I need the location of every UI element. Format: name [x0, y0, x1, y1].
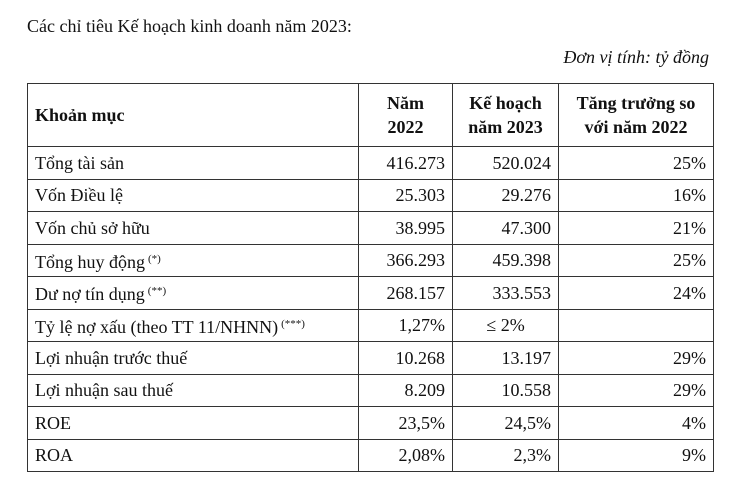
header-cell: Khoản mục [27, 83, 359, 147]
item-label: Vốn chủ sở hữu [35, 217, 150, 238]
value-cell: 2,08% [358, 438, 453, 472]
value-cell: 416.273 [358, 146, 453, 180]
value-cell: 24% [558, 276, 714, 310]
value-cell: 8.209 [358, 373, 453, 407]
footnote-mark: (**) [147, 285, 167, 298]
value-cell: 10.558 [452, 373, 559, 407]
table-row: Dư nợ tín dụng (**) 268.157 333.553 24% [27, 276, 714, 310]
table-row: Vốn chủ sở hữu 38.995 47.300 21% [27, 211, 714, 245]
table-row: Tỷ lệ nợ xấu (theo TT 11/NHNN) (***) 1,27%… [27, 308, 714, 342]
item-label: ROA [35, 445, 74, 466]
value-cell: 366.293 [358, 243, 453, 277]
header-cell: Kế hoạch năm 2023 [452, 83, 559, 147]
header-row: Khoản mục Năm 2022 Kế hoạch năm 2023 Tăng trư… [27, 83, 714, 147]
item-cell: Dư nợ tín dụng (**) [27, 276, 359, 310]
header-cell: Tăng trưởng so với năm 2022 [558, 83, 714, 147]
item-label: Vốn Điều lệ [35, 185, 123, 206]
value-cell: 25% [558, 243, 714, 277]
header-line: Tăng trưởng so [576, 93, 696, 113]
footnote-mark: (*) [148, 252, 161, 265]
value-cell: 25.303 [358, 178, 453, 212]
value-cell: 1,27% [358, 308, 453, 342]
header-line: năm 2023 [468, 117, 543, 137]
item-cell: Tỷ lệ nợ xấu (theo TT 11/NHNN) (***) [27, 308, 359, 342]
unit-note: Đơn vị tính: tỷ đồng [563, 47, 709, 67]
item-cell: Lợi nhuận trước thuế [27, 341, 359, 375]
value-cell: 23,5% [358, 406, 453, 440]
value-cell: 4% [558, 406, 714, 440]
value-cell: 38.995 [358, 211, 453, 245]
value-cell: 29% [558, 373, 714, 407]
header-line: với năm 2022 [584, 117, 688, 137]
value-cell: 333.553 [452, 276, 559, 310]
value-cell: 29.276 [452, 178, 559, 212]
value-cell: 268.157 [358, 276, 453, 310]
value-cell: 13.197 [452, 341, 559, 375]
value-cell: 459.398 [452, 243, 559, 277]
header-line: Khoản mục [35, 105, 125, 125]
item-cell: Tổng tài sản [27, 146, 359, 180]
item-label: Lợi nhuận sau thuế [35, 380, 173, 401]
item-label: Tổng tài sản [35, 152, 124, 173]
item-cell: ROE [27, 406, 359, 440]
table-row: Lợi nhuận trước thuế 10.268 13.197 29% [27, 341, 714, 375]
item-cell: Vốn Điều lệ [27, 178, 359, 212]
table-row: Vốn Điều lệ 25.303 29.276 16% [27, 178, 714, 212]
value-cell: 29% [558, 341, 714, 375]
header-line: Năm [387, 93, 424, 113]
header-line: 2022 [387, 117, 424, 137]
item-cell: Tổng huy động (*) [27, 243, 359, 277]
item-label: Dư nợ tín dụng [35, 284, 145, 305]
plan-table: Khoản mục Năm 2022 Kế hoạch năm 2023 Tăng trư… [27, 83, 714, 472]
table-row: Tổng huy động (*) 366.293 459.398 25% [27, 243, 714, 277]
table-row: ROA 2,08% 2,3% 9% [27, 438, 714, 472]
table-row: Tổng tài sản 416.273 520.024 25% [27, 146, 714, 180]
intro: Các chỉ tiêu Kế hoạch kinh doanh năm 202… [27, 16, 352, 36]
value-cell: 24,5% [452, 406, 559, 440]
table-row: ROE 23,5% 24,5% 4% [27, 406, 714, 440]
item-cell: ROA [27, 438, 359, 472]
value-cell [558, 308, 714, 342]
value-cell: 520.024 [452, 146, 559, 180]
value-cell: 47.300 [452, 211, 559, 245]
table-body: Tổng tài sản 416.273 520.024 25% Vốn Điều lệ… [27, 146, 714, 472]
footnote-mark: (***) [281, 317, 305, 330]
item-cell: Vốn chủ sở hữu [27, 211, 359, 245]
value-cell: ≤ 2% [452, 308, 559, 342]
item-label: Lợi nhuận trước thuế [35, 347, 188, 368]
item-label: ROE [35, 412, 71, 433]
value-cell: 25% [558, 146, 714, 180]
value-cell: 9% [558, 438, 714, 472]
table-row: Lợi nhuận sau thuế 8.209 10.558 29% [27, 373, 714, 407]
value-cell: 2,3% [452, 438, 559, 472]
value-cell: 21% [558, 211, 714, 245]
item-cell: Lợi nhuận sau thuế [27, 373, 359, 407]
item-label: Tổng huy động [35, 251, 145, 272]
header-cell: Năm 2022 [358, 83, 453, 147]
header-line: Kế hoạch [469, 93, 542, 113]
value-cell: 10.268 [358, 341, 453, 375]
value-cell: 16% [558, 178, 714, 212]
item-label: Tỷ lệ nợ xấu (theo TT 11/NHNN) [35, 316, 279, 337]
